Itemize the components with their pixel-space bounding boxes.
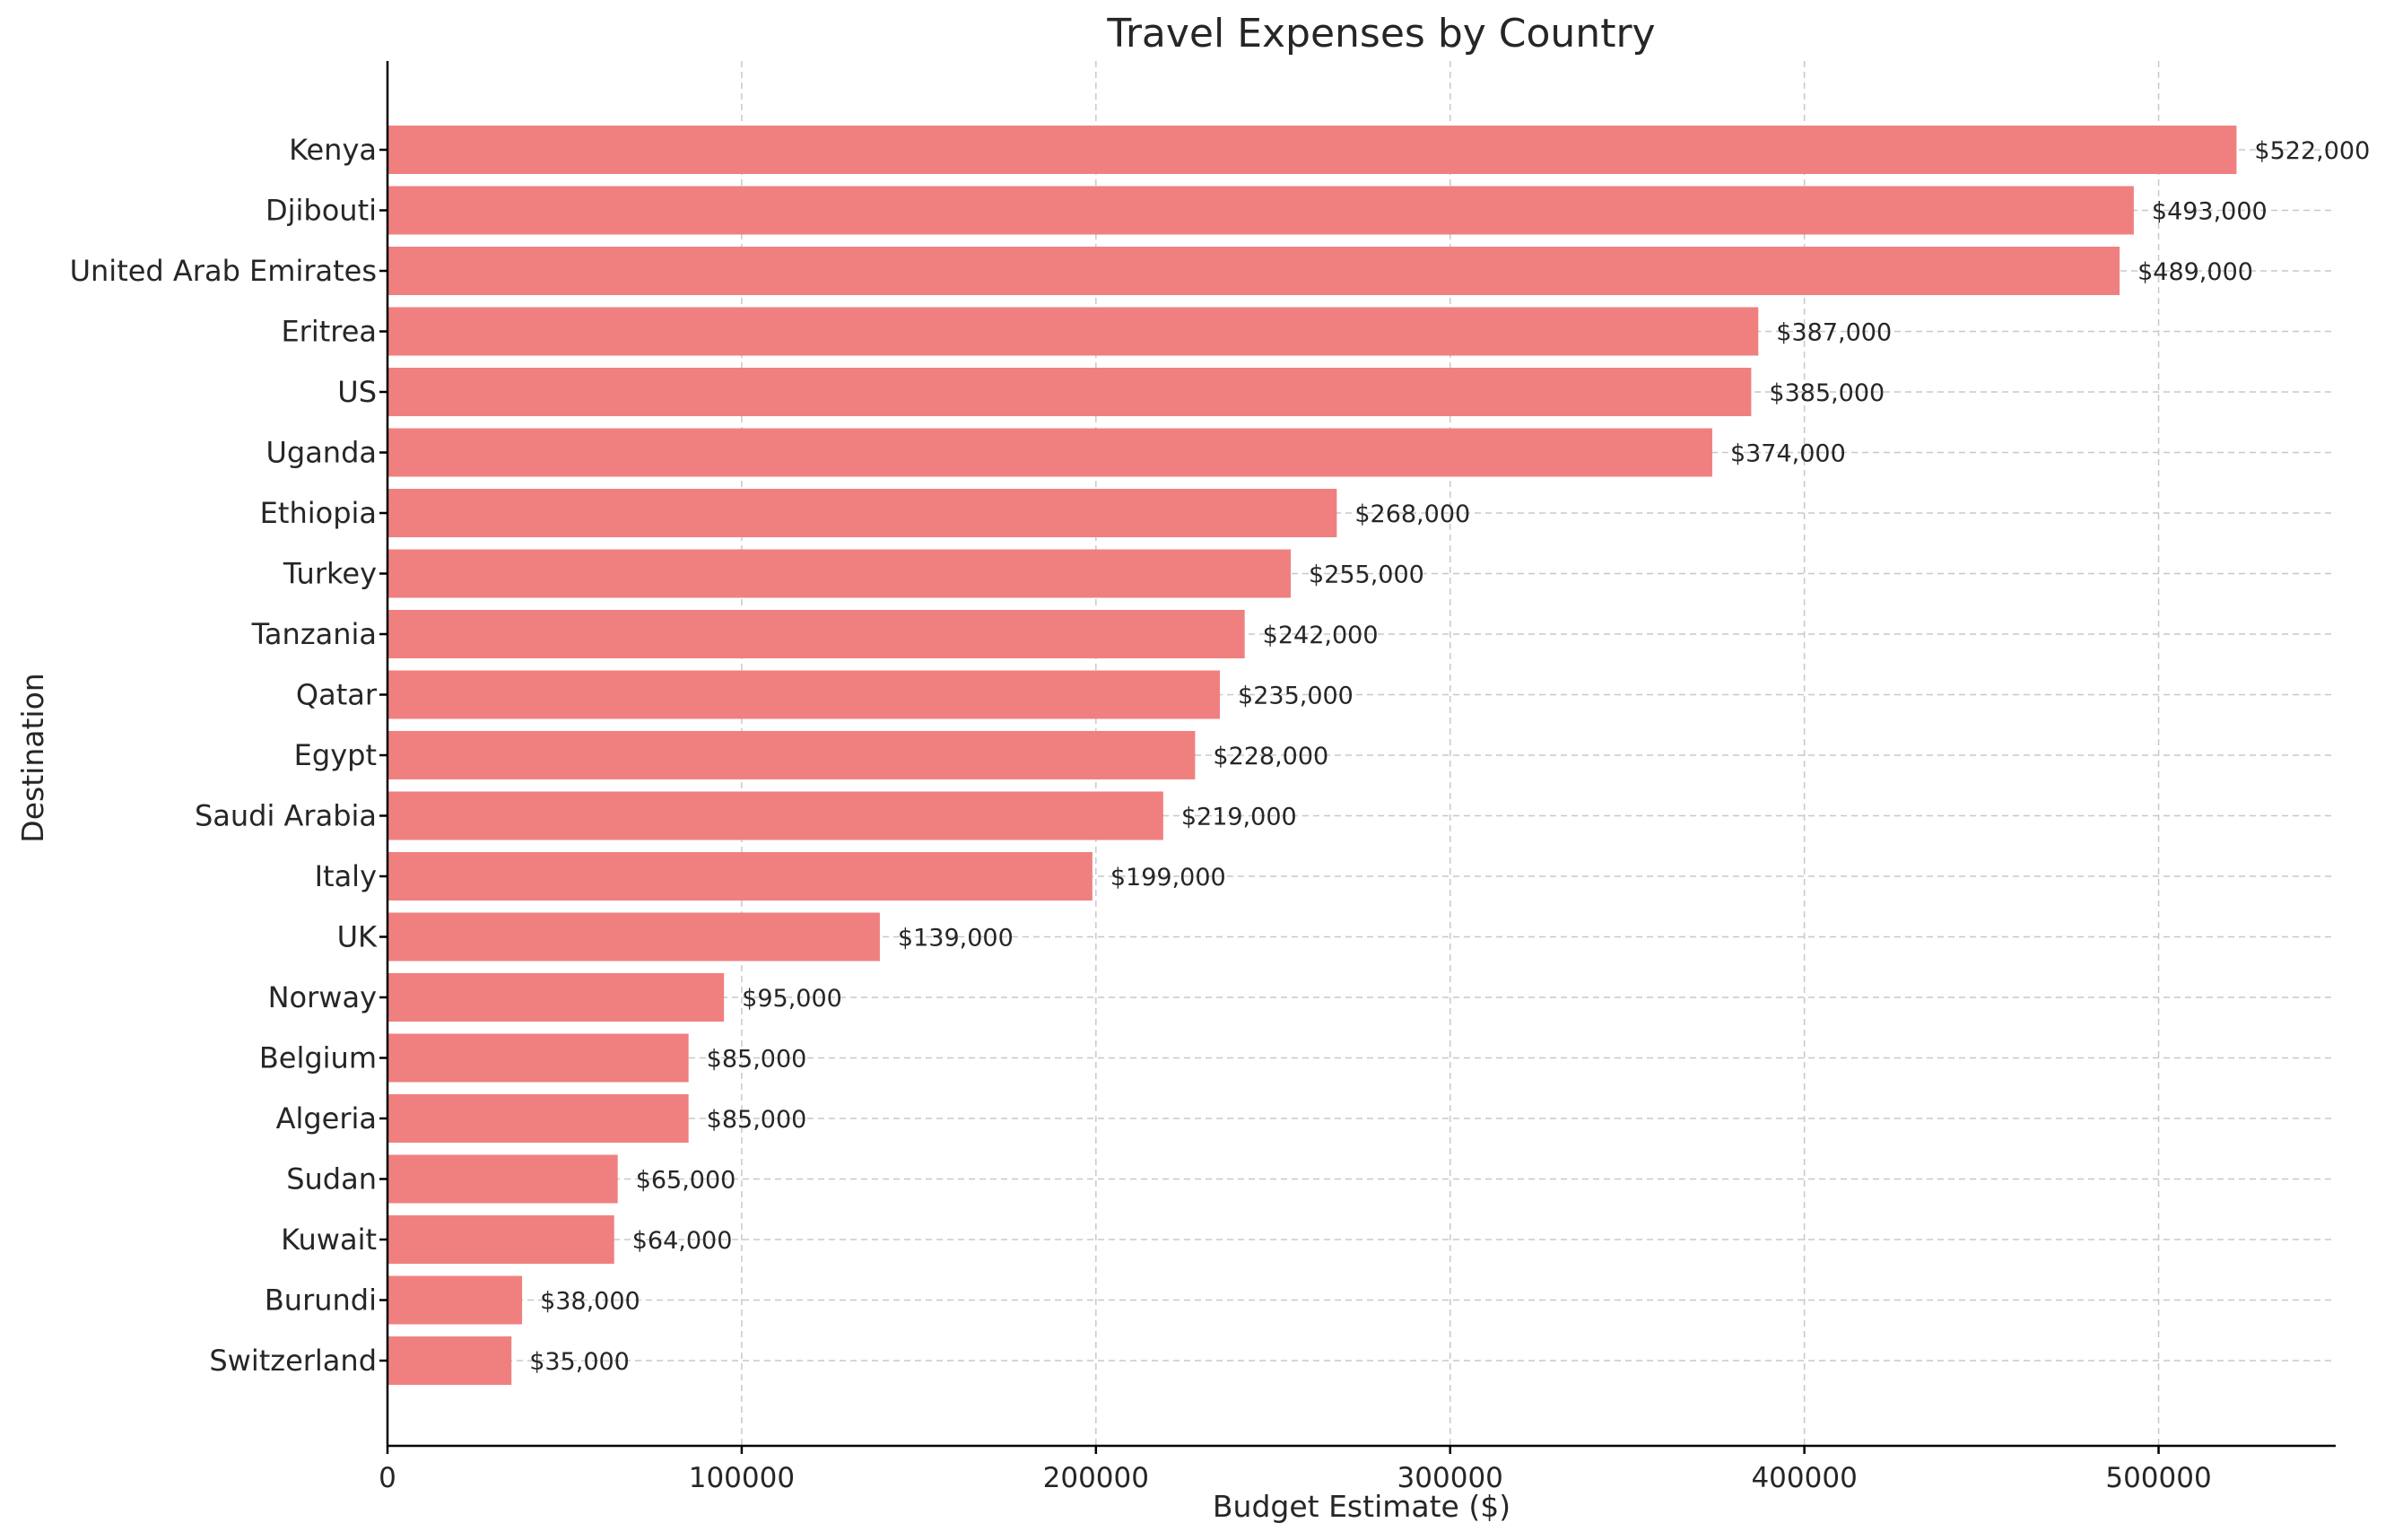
bar [387, 731, 1196, 779]
value-labels: $522,000 $493,000 $489,000 $387,000 $385,000… [529, 137, 2370, 1376]
chart-title: Travel Expenses by Country [1106, 11, 1655, 57]
category-label: Qatar [296, 678, 378, 712]
bar-value-label: $199,000 [1110, 864, 1226, 892]
bar [387, 1275, 523, 1325]
x-axis-ticks: 0 100000 200000 300000 400000 500000 [379, 148, 2212, 1494]
bar-value-label: $85,000 [707, 1046, 807, 1074]
bar-value-label: $493,000 [2152, 198, 2268, 226]
bar [387, 126, 2237, 174]
x-tick-label: 400000 [1751, 1462, 1857, 1494]
bar [387, 549, 1292, 598]
bar [387, 1154, 618, 1204]
x-tick-label: 200000 [1043, 1462, 1149, 1494]
bar [387, 973, 725, 1022]
category-labels: Kenya Djibouti United Arab Emirates Eritrea… [70, 133, 378, 1378]
bar [387, 186, 2134, 235]
bar-value-label: $489,000 [2137, 258, 2253, 286]
x-tick-label: 500000 [2105, 1462, 2211, 1494]
x-axis-label: Budget Estimate ($) [1213, 1489, 1510, 1524]
bar-value-label: $35,000 [529, 1348, 630, 1376]
category-label: Algeria [276, 1101, 377, 1135]
category-label: Djibouti [266, 194, 377, 228]
category-label: UK [337, 920, 378, 954]
bar-value-label: $255,000 [1309, 561, 1424, 589]
category-label: Turkey [283, 557, 377, 591]
bar-value-label: $522,000 [2254, 137, 2370, 165]
category-label: Kuwait [281, 1222, 377, 1257]
bar-value-label: $38,000 [540, 1288, 640, 1316]
category-label: Sudan [286, 1162, 377, 1196]
bar-value-label: $242,000 [1263, 622, 1379, 649]
bar-value-label: $64,000 [632, 1227, 733, 1255]
bar-value-label: $65,000 [636, 1167, 736, 1195]
category-label: Belgium [259, 1041, 377, 1075]
bar-value-label: $387,000 [1776, 319, 1892, 347]
bar [387, 1033, 689, 1083]
bar-value-label: $219,000 [1181, 804, 1297, 831]
x-tick-label: 0 [379, 1462, 396, 1494]
bar-value-label: $85,000 [707, 1106, 807, 1134]
category-label: Ethiopia [260, 496, 377, 530]
category-label: Burundi [265, 1283, 377, 1318]
bar-value-label: $235,000 [1238, 683, 1354, 710]
bar [387, 912, 880, 961]
category-label: Eritrea [281, 315, 377, 349]
bar [387, 1336, 512, 1385]
bar [387, 489, 1337, 537]
category-label: Switzerland [209, 1344, 377, 1378]
bar-value-label: $95,000 [742, 985, 842, 1013]
bar [387, 852, 1093, 901]
category-label: Egypt [294, 738, 377, 772]
bar-value-label: $374,000 [1730, 440, 1846, 468]
bar [387, 1215, 614, 1264]
bar-value-label: $385,000 [1769, 379, 1885, 407]
bar [387, 610, 1245, 658]
bar [387, 307, 1759, 356]
bars [387, 126, 2237, 1385]
y-axis-label: Destination [15, 673, 50, 842]
bar [387, 1094, 689, 1143]
bar-value-label: $139,000 [898, 925, 1014, 953]
bar [387, 247, 2120, 295]
bar-value-label: $228,000 [1213, 743, 1328, 770]
bar [387, 670, 1221, 719]
category-label: Norway [268, 980, 377, 1014]
bar [387, 428, 1712, 477]
bar [387, 368, 1752, 416]
category-label: Italy [315, 859, 377, 893]
x-tick-label: 300000 [1397, 1462, 1503, 1494]
bar [387, 791, 1163, 840]
x-tick-label: 100000 [689, 1462, 795, 1494]
category-label: Tanzania [251, 617, 377, 651]
bar-value-label: $268,000 [1354, 500, 1470, 528]
category-label: US [337, 375, 377, 409]
category-label: Uganda [266, 436, 377, 470]
category-label: Saudi Arabia [195, 799, 377, 833]
category-label: United Arab Emirates [70, 254, 377, 288]
category-label: Kenya [289, 133, 377, 167]
